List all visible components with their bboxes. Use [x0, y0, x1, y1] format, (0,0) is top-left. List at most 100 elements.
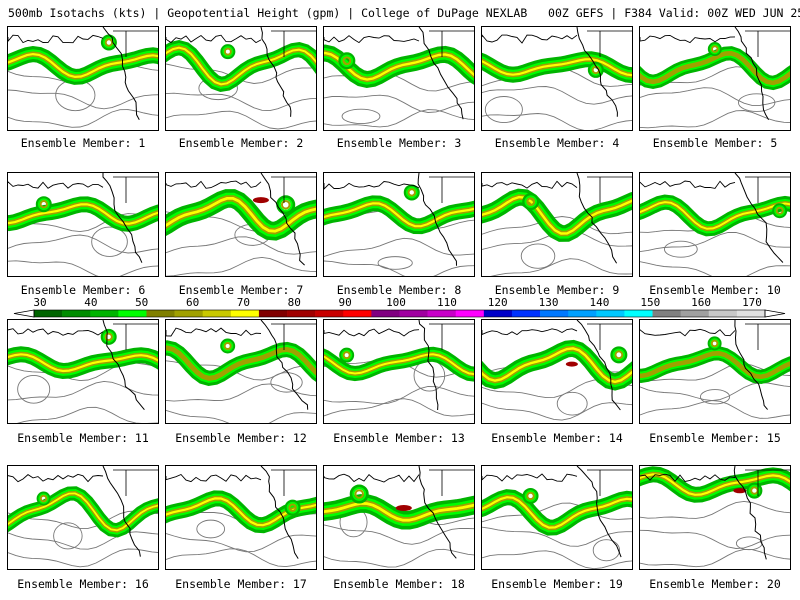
height-contour-closed: [270, 372, 303, 393]
colorbar-tick-label: 160: [691, 296, 712, 309]
colorbar-right-arrow: [764, 309, 786, 318]
vortex-isotach: [100, 328, 117, 345]
political-border: [587, 176, 632, 203]
vortex-isotach: [220, 44, 236, 60]
colorbar-swatch: [90, 310, 119, 317]
jet-core-max: [565, 361, 578, 367]
colorbar-swatch: [596, 310, 625, 317]
vortex-isotach: [610, 346, 628, 364]
height-contour: [640, 529, 790, 549]
map-title: 500mb Isotachs (kts) | Geopotential Heig…: [8, 6, 800, 20]
map-canvas: [640, 466, 790, 568]
vortex-isotach: [774, 205, 786, 217]
colorbar-tick-label: 150: [640, 296, 661, 309]
ensemble-member-label: Ensemble Member: 3: [336, 136, 462, 150]
northern-coastline: [166, 327, 262, 337]
political-border: [113, 323, 158, 350]
height-contour: [166, 110, 316, 130]
vortex-isotach: [522, 487, 539, 504]
colorbar-swatch: [174, 310, 203, 317]
vortex-isotach: [223, 47, 232, 56]
vortex-isotach: [342, 351, 351, 360]
height-contour-closed: [520, 243, 556, 269]
vortex-isotach: [710, 339, 719, 348]
height-contour: [324, 260, 474, 276]
vortex-isotach: [222, 340, 234, 352]
isotach-band: [482, 195, 632, 235]
ensemble-member-label: Ensemble Member: 20: [649, 577, 781, 591]
ensemble-member-map: [323, 172, 475, 277]
height-contour: [8, 234, 158, 254]
map-canvas: [640, 320, 790, 419]
coastline: [260, 173, 305, 266]
ensemble-member-label: Ensemble Member: 12: [175, 431, 307, 445]
northern-coastline: [8, 34, 104, 44]
map-canvas: [640, 27, 790, 129]
height-contour: [166, 548, 316, 568]
ensemble-member-map: [7, 465, 159, 570]
vortex-isotach: [746, 482, 763, 499]
vortex-isotach: [35, 196, 52, 213]
colorbar-swatch: [511, 310, 541, 317]
ensemble-member-map: [481, 26, 633, 131]
political-border: [271, 30, 316, 57]
ensemble-member-map: [639, 319, 791, 424]
height-contour: [482, 402, 632, 421]
colorbar-swatch: [343, 310, 372, 317]
isotach-band: [8, 52, 158, 79]
colorbar-tick-label: 40: [84, 296, 98, 309]
height-contour: [482, 502, 632, 523]
colorbar-swatch: [34, 310, 63, 317]
political-border: [271, 323, 316, 350]
vortex-isotach: [522, 193, 540, 211]
vortex-isotach: [709, 43, 720, 55]
height-contour-closed: [484, 96, 523, 123]
political-border: [429, 176, 474, 203]
vortex-isotach: [354, 489, 365, 499]
map-canvas: [482, 320, 632, 421]
political-border: [271, 469, 316, 496]
jet-core-max: [733, 488, 747, 494]
ensemble-member-label: Ensemble Member: 6: [20, 283, 146, 297]
isotach-band: [8, 353, 158, 373]
height-contour: [166, 383, 316, 402]
ensemble-member-map: [7, 26, 159, 131]
isotach-band: [324, 353, 474, 376]
height-contour-closed: [592, 539, 621, 562]
coastline: [576, 173, 618, 264]
colorbar-swatch: [652, 310, 681, 317]
political-border: [587, 30, 632, 57]
height-contour: [482, 113, 632, 130]
political-border: [113, 30, 158, 57]
coastline: [102, 320, 145, 411]
ensemble-member-map: [7, 172, 159, 277]
map-canvas: [8, 320, 158, 423]
colorbar-swatch: [708, 310, 738, 317]
isotach-band: [8, 492, 158, 532]
height-contour: [324, 398, 474, 417]
vortex-isotach: [711, 45, 719, 53]
colorbar-swatch: [483, 310, 513, 317]
colorbar-swatch: [455, 310, 485, 317]
map-canvas: [482, 466, 632, 569]
northern-coastline: [166, 34, 262, 44]
isotach-band: [166, 46, 316, 86]
vortex-isotach: [340, 54, 354, 67]
vortex-isotach: [37, 198, 50, 211]
colorbar-tick-label: 70: [236, 296, 251, 309]
ensemble-member-map: [165, 465, 317, 570]
coastline: [734, 173, 784, 263]
coastline: [734, 320, 768, 410]
northern-coastline: [166, 180, 262, 189]
ensemble-member-map: [481, 172, 633, 277]
coastline: [733, 466, 767, 560]
height-contour: [482, 216, 632, 235]
coastline: [102, 466, 141, 557]
height-contour: [640, 548, 790, 568]
vortex-isotach: [407, 188, 416, 197]
vortex-isotach: [707, 336, 722, 351]
political-border: [113, 176, 158, 203]
vortex-isotach: [707, 42, 722, 57]
height-contour: [640, 382, 790, 402]
ensemble-member-label: Ensemble Member: 11: [17, 431, 149, 445]
